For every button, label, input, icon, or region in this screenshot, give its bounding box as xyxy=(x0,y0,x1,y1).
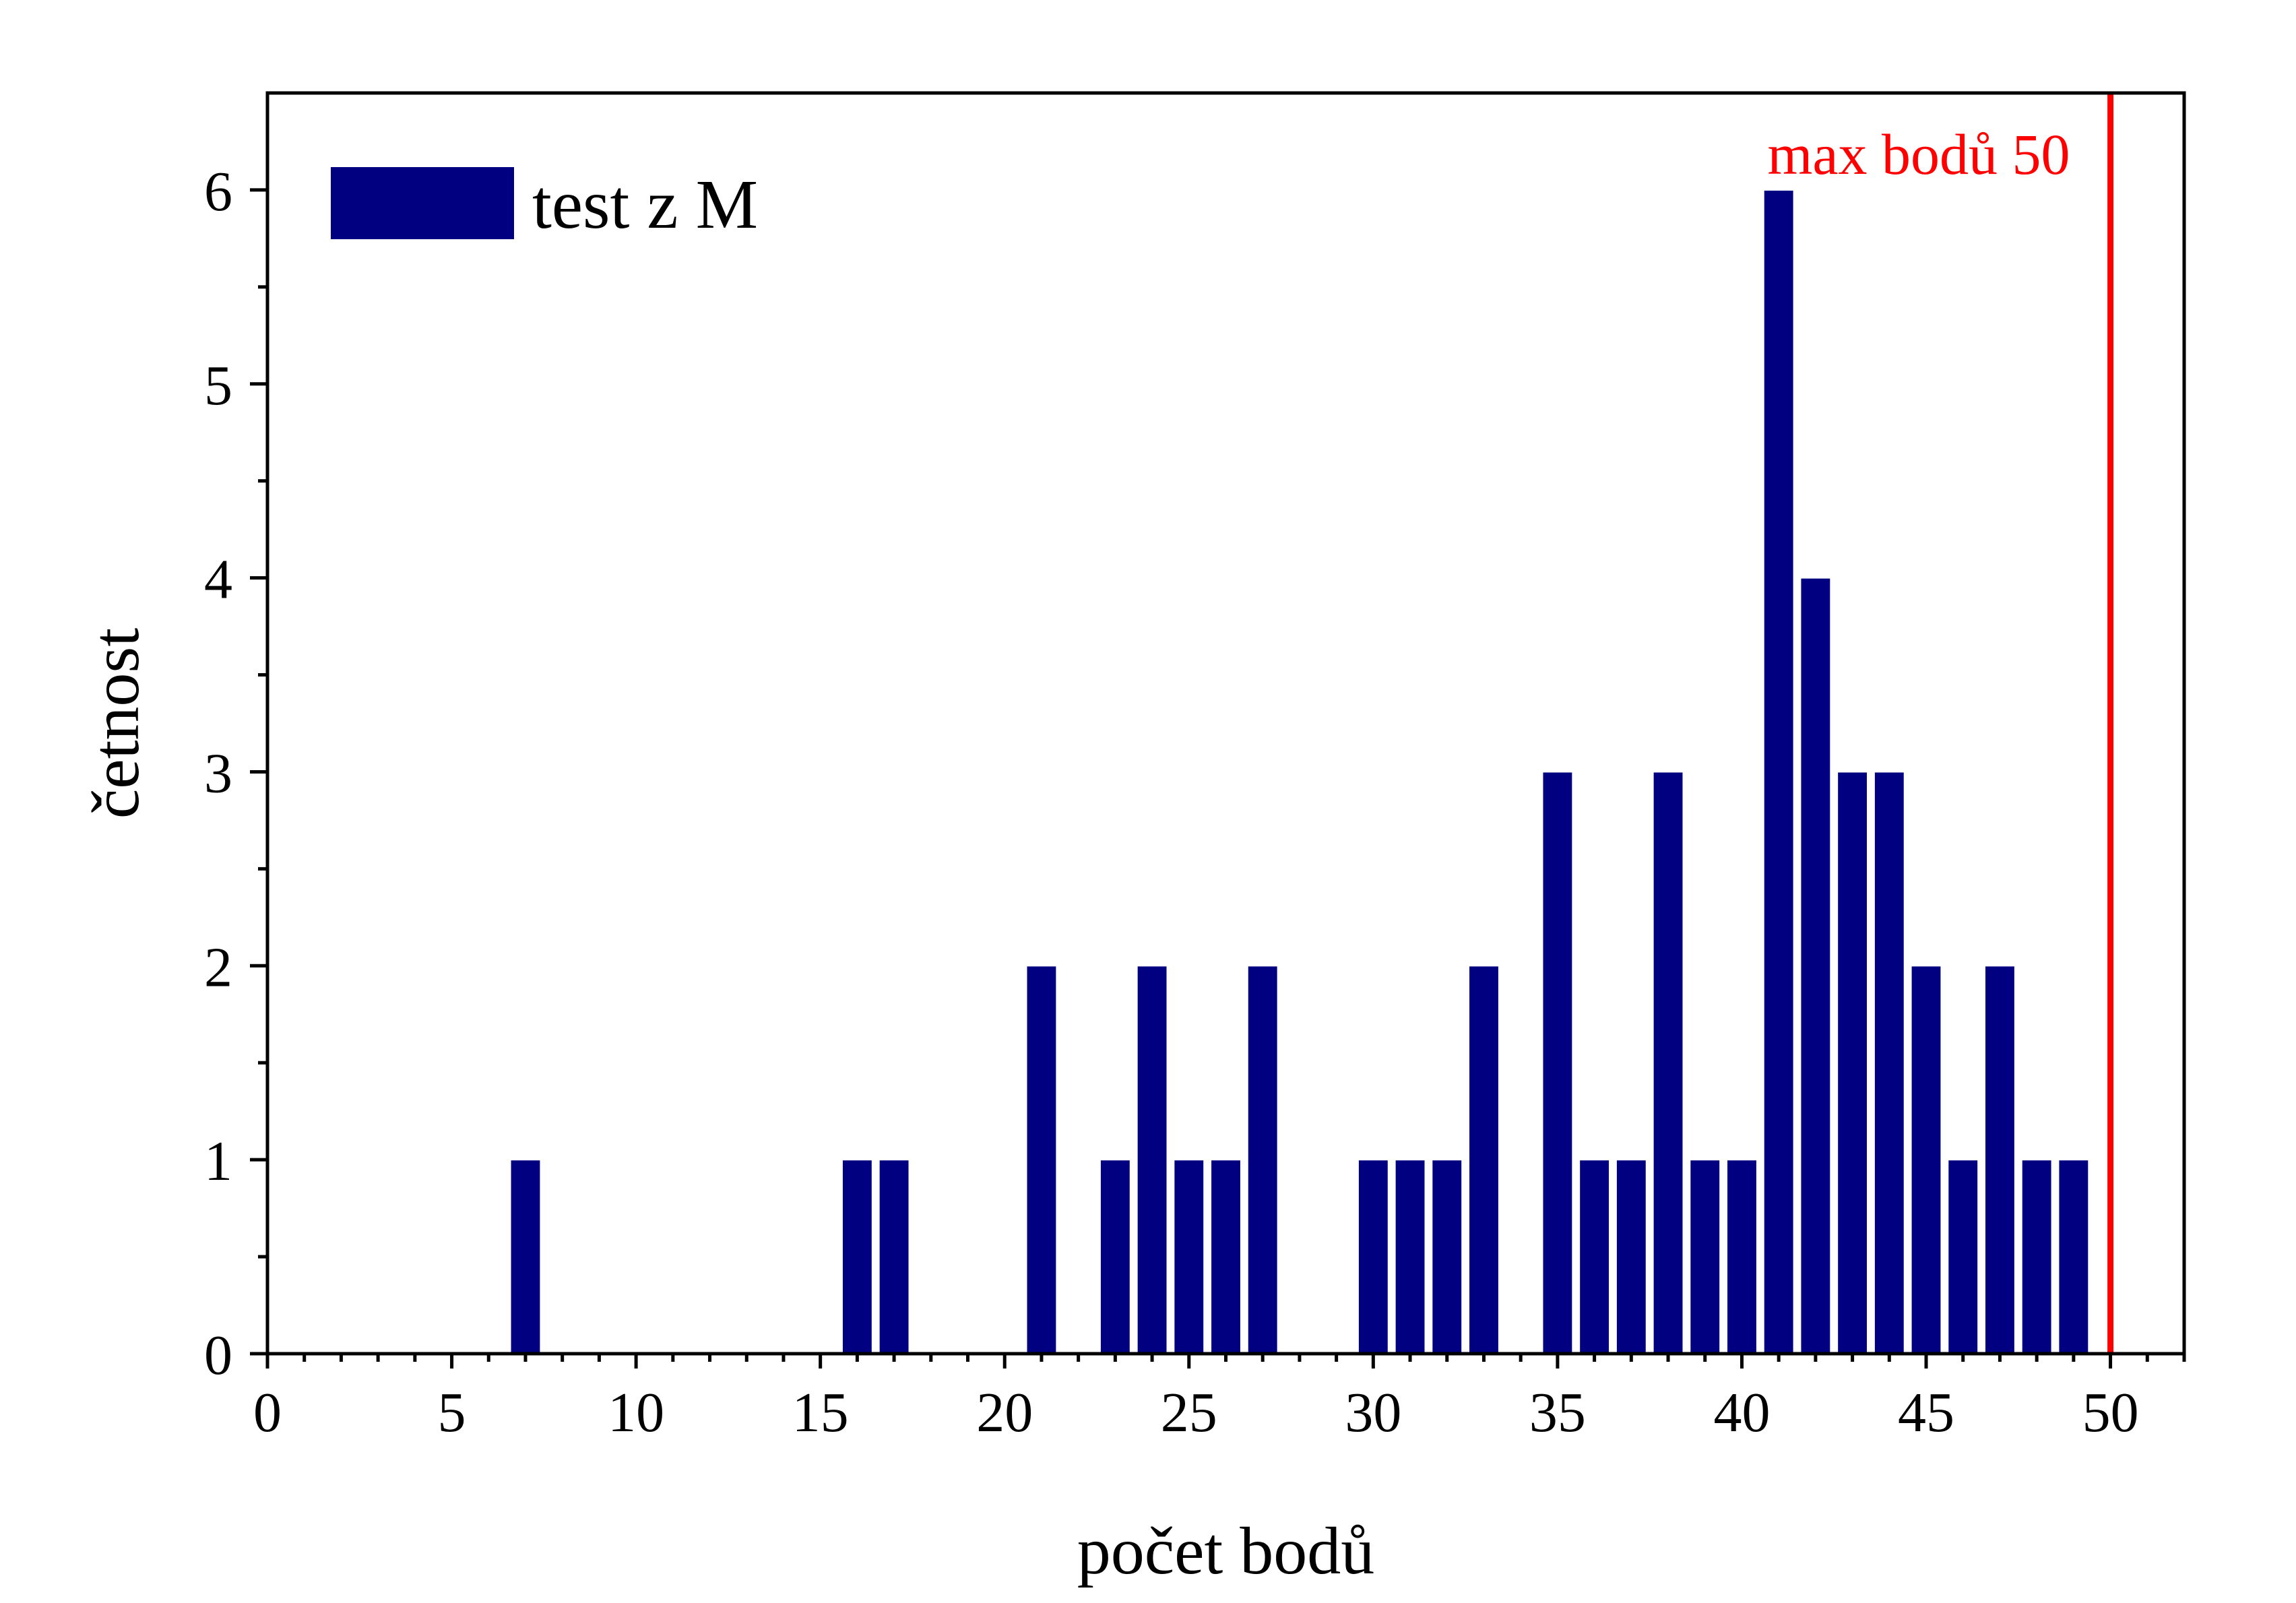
bar-35 xyxy=(1541,771,1574,1354)
x-tick-label: 15 xyxy=(792,1381,849,1444)
x-tick-label: 25 xyxy=(1161,1381,1217,1444)
bar-30 xyxy=(1357,1159,1389,1354)
bar-43 xyxy=(1837,771,1869,1354)
bar-17 xyxy=(878,1159,910,1354)
bar-25 xyxy=(1173,1159,1205,1354)
max-points-label: max bodů 50 xyxy=(1767,122,2070,187)
legend-label-test-z-m: test z M xyxy=(532,166,758,243)
legend-swatch-test-z-m xyxy=(331,167,514,239)
bar-42 xyxy=(1799,577,1832,1354)
y-axis-ticks: 0 1 2 3 4 5 6 xyxy=(204,160,267,1387)
bar-49 xyxy=(2058,1159,2090,1354)
bar-37 xyxy=(1615,1159,1647,1354)
bar-24 xyxy=(1136,965,1168,1355)
bars-group xyxy=(509,189,2090,1355)
y-tick-label: 6 xyxy=(204,160,232,223)
bar-48 xyxy=(2020,1159,2053,1354)
x-tick-label: 0 xyxy=(253,1381,282,1444)
bar-46 xyxy=(1947,1159,1979,1354)
bar-38 xyxy=(1652,771,1684,1354)
x-axis-title: počet bodů xyxy=(1077,1513,1375,1588)
x-tick-label: 20 xyxy=(976,1381,1033,1444)
y-tick-label: 2 xyxy=(204,936,232,999)
x-tick-label: 50 xyxy=(2082,1381,2139,1444)
bar-45 xyxy=(1910,965,1942,1355)
bar-39 xyxy=(1689,1159,1721,1354)
bar-33 xyxy=(1468,965,1500,1355)
bar-27 xyxy=(1246,965,1279,1355)
bar-7 xyxy=(509,1159,542,1354)
bar-40 xyxy=(1726,1159,1758,1354)
bar-47 xyxy=(1984,965,2016,1355)
bar-31 xyxy=(1394,1159,1426,1354)
bar-21 xyxy=(1025,965,1058,1355)
bar-23 xyxy=(1099,1159,1131,1354)
bar-26 xyxy=(1210,1159,1242,1354)
x-tick-label: 30 xyxy=(1345,1381,1401,1444)
legend: test z M xyxy=(331,166,758,243)
bar-41 xyxy=(1762,189,1795,1354)
x-axis-ticks: 0 5 10 15 20 25 30 35 40 45 50 xyxy=(253,1354,2186,1444)
y-axis-title: četnost xyxy=(78,628,153,819)
y-tick-label: 3 xyxy=(204,742,232,805)
bar-32 xyxy=(1431,1159,1463,1354)
bar-36 xyxy=(1578,1159,1611,1354)
y-tick-label: 0 xyxy=(204,1324,232,1387)
x-tick-label: 45 xyxy=(1898,1381,1954,1444)
x-tick-label: 40 xyxy=(1713,1381,1770,1444)
y-tick-label: 4 xyxy=(204,548,232,611)
y-tick-label: 5 xyxy=(204,354,232,417)
y-tick-label: 1 xyxy=(204,1130,232,1193)
x-tick-label: 5 xyxy=(438,1381,466,1444)
x-tick-label: 10 xyxy=(608,1381,664,1444)
x-tick-label: 35 xyxy=(1529,1381,1586,1444)
bar-16 xyxy=(841,1159,873,1354)
bar-44 xyxy=(1873,771,1905,1354)
